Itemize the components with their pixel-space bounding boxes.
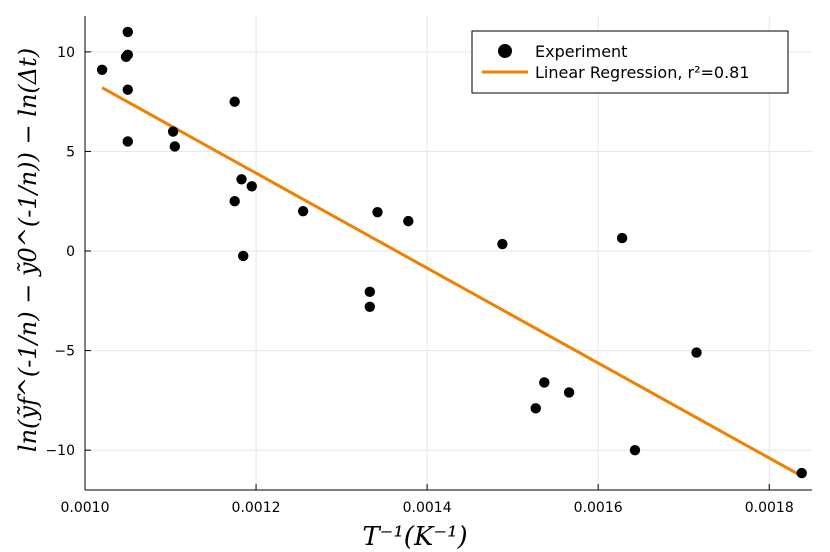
y-tick-label: 10 — [57, 45, 75, 61]
data-point — [530, 403, 541, 414]
data-point — [238, 250, 249, 262]
data-point — [372, 206, 383, 218]
data-point — [236, 174, 247, 185]
y-tick-label: −10 — [45, 443, 75, 459]
x-tick-label: 0.0014 — [403, 500, 452, 516]
data-point — [364, 286, 376, 298]
data-point — [364, 301, 376, 312]
x-tick-label: 0.0018 — [745, 500, 794, 516]
x-tick-label: 0.0012 — [232, 500, 281, 516]
legend-marker-experiment — [498, 44, 512, 58]
data-point — [122, 136, 133, 147]
y-tick-label: −5 — [54, 344, 75, 360]
data-point — [169, 141, 181, 152]
axes — [84, 16, 812, 491]
ticks: 0.0010 0.0012 0.0014 0.0016 0.0018 −10 −5 0 5 10 — [45, 45, 793, 516]
data-point — [616, 232, 628, 244]
data-point — [122, 49, 133, 61]
y-tick-label: 0 — [66, 244, 75, 260]
data-point — [122, 26, 133, 38]
data-point — [691, 347, 702, 358]
series-layer — [96, 26, 807, 479]
data-point — [403, 215, 414, 227]
data-point — [539, 377, 550, 388]
data-point — [246, 181, 257, 192]
data-point — [96, 64, 108, 75]
x-axis-title: T⁻¹(K⁻¹) — [362, 522, 467, 552]
data-point — [229, 196, 240, 207]
data-point — [229, 96, 240, 107]
legend-label-experiment: Experiment — [535, 42, 627, 61]
data-point — [297, 205, 309, 217]
legend: Experiment Linear Regression, r²=0.81 — [471, 30, 789, 94]
y-axis-title: ln(ỹf^(-1/n) − ỹ0^(-1/n)) − ln(Δt) — [14, 48, 42, 452]
x-tick-label: 0.0016 — [574, 500, 623, 516]
data-point — [497, 238, 508, 250]
data-point — [629, 444, 641, 456]
data-point — [796, 467, 807, 479]
data-point — [122, 84, 133, 95]
data-point — [563, 387, 575, 398]
regression-line — [101, 86, 803, 478]
data-point — [167, 126, 179, 137]
legend-box — [471, 30, 789, 94]
x-tick-label: 0.0010 — [61, 500, 110, 516]
plot-background — [85, 16, 812, 490]
y-tick-label: 5 — [66, 144, 75, 160]
legend-label-regression: Linear Regression, r²=0.81 — [535, 63, 750, 82]
